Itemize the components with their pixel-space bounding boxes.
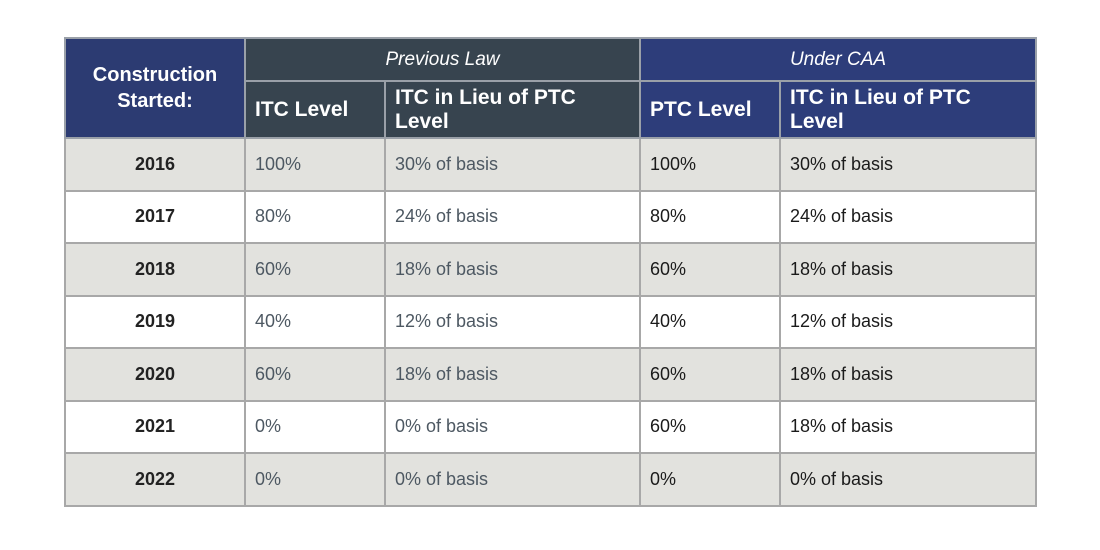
- column-header: ITC Level: [244, 80, 386, 139]
- column-header: ITC in Lieu of PTC Level: [778, 80, 1038, 139]
- table-cell: 18% of basis: [384, 347, 641, 402]
- table-cell: 100%: [244, 137, 386, 192]
- column-header: ITC in Lieu of PTC Level: [384, 80, 641, 139]
- column-header: PTC Level: [639, 80, 781, 139]
- table-cell: 24% of basis: [778, 189, 1038, 244]
- table-row: 2022 0% 0% of basis 0% 0% of basis: [64, 452, 1038, 507]
- row-header: 2017: [64, 189, 246, 244]
- table-cell: 0% of basis: [778, 452, 1038, 507]
- table-cell: 18% of basis: [778, 242, 1038, 297]
- table-row: 2018 60% 18% of basis 60% 18% of basis: [64, 242, 1038, 297]
- table-body: 2016 100% 30% of basis 100% 30% of basis 2017…: [64, 137, 1038, 507]
- table-cell: 80%: [244, 189, 386, 244]
- table-row: 2017 80% 24% of basis 80% 24% of basis: [64, 189, 1038, 244]
- table-cell: 60%: [639, 347, 781, 402]
- table-row: 2021 0% 0% of basis 60% 18% of basis: [64, 399, 1038, 454]
- table-cell: 18% of basis: [778, 399, 1038, 454]
- itc-table: Construction Started: Previous Law Under…: [64, 37, 1038, 507]
- row-header: 2021: [64, 399, 246, 454]
- table-cell: 60%: [639, 399, 781, 454]
- table-cell: 18% of basis: [778, 347, 1038, 402]
- table-cell: 100%: [639, 137, 781, 192]
- table-cell: 60%: [244, 347, 386, 402]
- table-row: 2020 60% 18% of basis 60% 18% of basis: [64, 347, 1038, 402]
- table-cell: 60%: [639, 242, 781, 297]
- row-header: 2018: [64, 242, 246, 297]
- group-header: Previous Law: [244, 37, 641, 82]
- table-cell: 18% of basis: [384, 242, 641, 297]
- group-header: Under CAA: [638, 37, 1038, 82]
- table-cell: 30% of basis: [384, 137, 641, 192]
- table-row: 2016 100% 30% of basis 100% 30% of basis: [64, 137, 1038, 192]
- table-cell: 0% of basis: [384, 399, 641, 454]
- row-header: 2019: [64, 294, 246, 349]
- table-cell: 30% of basis: [778, 137, 1038, 192]
- row-header: 2020: [64, 347, 246, 402]
- table-cell: 40%: [639, 294, 781, 349]
- row-header: 2022: [64, 452, 246, 507]
- table-cell: 0%: [244, 452, 386, 507]
- table-cell: 40%: [244, 294, 386, 349]
- table-cell: 0%: [639, 452, 781, 507]
- table-cell: 0% of basis: [384, 452, 641, 507]
- table-cell: 80%: [639, 189, 781, 244]
- corner-header: Construction Started:: [64, 37, 246, 139]
- row-header: 2016: [64, 137, 246, 192]
- table-cell: 24% of basis: [384, 189, 641, 244]
- table-cell: 0%: [244, 399, 386, 454]
- table-cell: 60%: [244, 242, 386, 297]
- table-cell: 12% of basis: [384, 294, 641, 349]
- table-cell: 12% of basis: [778, 294, 1038, 349]
- table-row: 2019 40% 12% of basis 40% 12% of basis: [64, 294, 1038, 349]
